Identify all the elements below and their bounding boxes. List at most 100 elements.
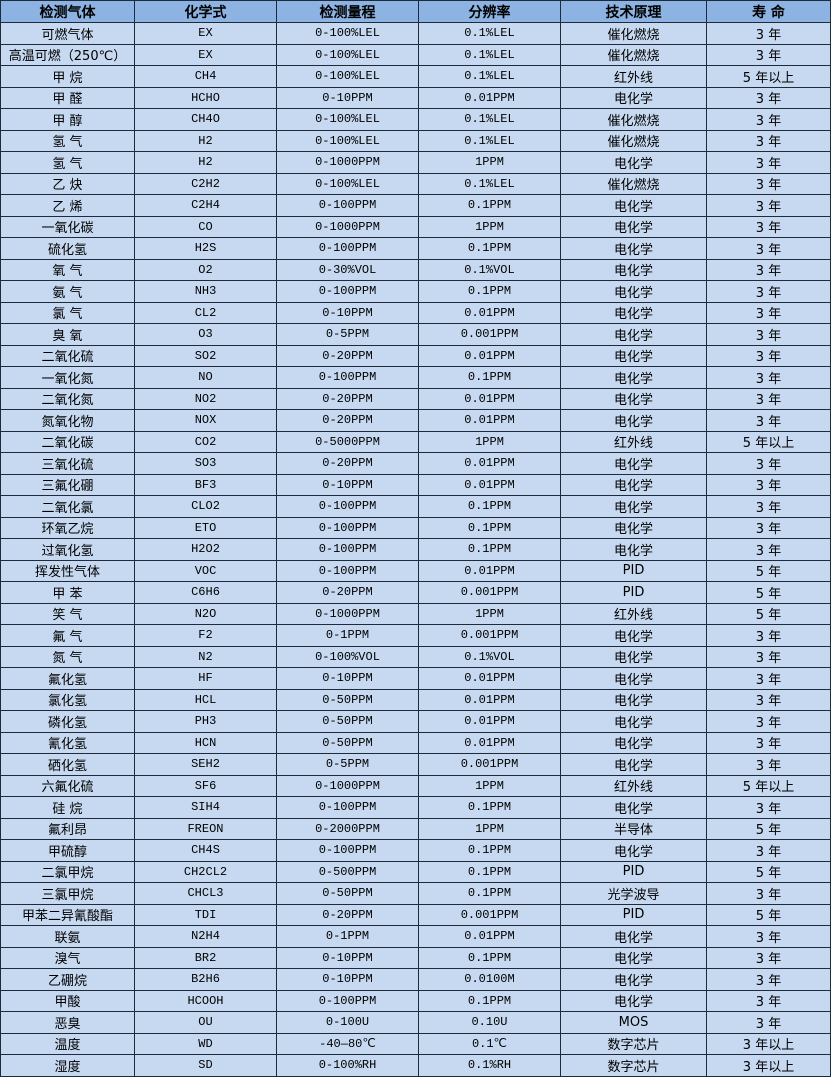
cell-technology: PID xyxy=(560,903,707,926)
cell-technology: 电化学 xyxy=(560,409,707,432)
cell-resolution: 0.001PPM xyxy=(418,624,561,647)
cell-detection-range: 0-20PPM xyxy=(276,409,419,432)
cell-chemical-formula: C2H2 xyxy=(134,172,277,195)
cell-technology: MOS xyxy=(560,1011,707,1034)
cell-gas-name: 过氧化氢 xyxy=(0,538,135,561)
cell-technology: 催化燃烧 xyxy=(560,22,707,45)
cell-lifespan: 3 年 xyxy=(706,645,831,668)
cell-detection-range: 0-10PPM xyxy=(276,667,419,690)
cell-detection-range: 0-2000PPM xyxy=(276,817,419,840)
table-row: 氧 气 O2 0-30%VOL 0.1%VOL 电化学 3 年 xyxy=(0,258,831,281)
cell-chemical-formula: O2 xyxy=(134,258,277,281)
cell-gas-name: 硅 烷 xyxy=(0,796,135,819)
cell-technology: PID xyxy=(560,581,707,604)
cell-detection-range: 0-100%LEL xyxy=(276,108,419,131)
column-header-technology: 技术原理 xyxy=(560,0,707,23)
cell-technology: 电化学 xyxy=(560,731,707,754)
cell-chemical-formula: EX xyxy=(134,22,277,45)
table-row: 氟利昂 FREON 0-2000PPM 1PPM 半导体 5 年 xyxy=(0,817,831,840)
cell-technology: 电化学 xyxy=(560,301,707,324)
cell-detection-range: 0-100PPM xyxy=(276,839,419,862)
table-row: 甲硫醇 CH4S 0-100PPM 0.1PPM 电化学 3 年 xyxy=(0,839,831,862)
cell-lifespan: 3 年 xyxy=(706,753,831,776)
cell-gas-name: 挥发性气体 xyxy=(0,559,135,582)
cell-lifespan: 5 年 xyxy=(706,903,831,926)
cell-detection-range: 0-20PPM xyxy=(276,581,419,604)
cell-lifespan: 3 年以上 xyxy=(706,1032,831,1055)
table-row: 甲苯二异氰酸酯 TDI 0-20PPM 0.001PPM PID 5 年 xyxy=(0,903,831,926)
cell-gas-name: 硒化氢 xyxy=(0,753,135,776)
cell-detection-range: 0-1000PPM xyxy=(276,774,419,797)
cell-detection-range: 0-20PPM xyxy=(276,452,419,475)
table-row: 恶臭 OU 0-100U 0.10U MOS 3 年 xyxy=(0,1011,831,1034)
cell-technology: 电化学 xyxy=(560,645,707,668)
cell-detection-range: 0-100%LEL xyxy=(276,172,419,195)
cell-lifespan: 5 年 xyxy=(706,581,831,604)
cell-lifespan: 3 年 xyxy=(706,1011,831,1034)
cell-gas-name: 二氧化硫 xyxy=(0,344,135,367)
cell-lifespan: 3 年 xyxy=(706,151,831,174)
cell-gas-name: 氯化氢 xyxy=(0,688,135,711)
table-row: 联氨 N2H4 0-1PPM 0.01PPM 电化学 3 年 xyxy=(0,925,831,948)
cell-lifespan: 3 年 xyxy=(706,624,831,647)
cell-lifespan: 3 年 xyxy=(706,667,831,690)
cell-technology: 电化学 xyxy=(560,839,707,862)
cell-gas-name: 甲硫醇 xyxy=(0,839,135,862)
cell-chemical-formula: CO xyxy=(134,215,277,238)
table-row: 氮氧化物 NOX 0-20PPM 0.01PPM 电化学 3 年 xyxy=(0,409,831,432)
cell-gas-name: 氮 气 xyxy=(0,645,135,668)
cell-gas-name: 氢 气 xyxy=(0,151,135,174)
cell-resolution: 0.01PPM xyxy=(418,344,561,367)
cell-detection-range: 0-50PPM xyxy=(276,710,419,733)
cell-chemical-formula: C6H6 xyxy=(134,581,277,604)
cell-resolution: 0.1PPM xyxy=(418,194,561,217)
table-row: 温度 WD -40—80℃ 0.1℃ 数字芯片 3 年以上 xyxy=(0,1032,831,1055)
cell-technology: 电化学 xyxy=(560,688,707,711)
cell-technology: PID xyxy=(560,860,707,883)
cell-gas-name: 可燃气体 xyxy=(0,22,135,45)
cell-chemical-formula: VOC xyxy=(134,559,277,582)
cell-resolution: 1PPM xyxy=(418,215,561,238)
cell-lifespan: 3 年 xyxy=(706,280,831,303)
cell-lifespan: 3 年 xyxy=(706,409,831,432)
cell-gas-name: 三氟化硼 xyxy=(0,473,135,496)
cell-gas-name: 甲 醛 xyxy=(0,86,135,109)
column-header-detection-range: 检测量程 xyxy=(276,0,419,23)
cell-technology: 电化学 xyxy=(560,237,707,260)
cell-lifespan: 3 年 xyxy=(706,473,831,496)
cell-technology: PID xyxy=(560,559,707,582)
cell-chemical-formula: SD xyxy=(134,1054,277,1077)
table-row: 六氟化硫 SF6 0-1000PPM 1PPM 红外线 5 年以上 xyxy=(0,774,831,797)
cell-resolution: 0.01PPM xyxy=(418,925,561,948)
table-row: 氮 气 N2 0-100%VOL 0.1%VOL 电化学 3 年 xyxy=(0,645,831,668)
cell-resolution: 1PPM xyxy=(418,774,561,797)
cell-gas-name: 二氧化氯 xyxy=(0,495,135,518)
cell-chemical-formula: FREON xyxy=(134,817,277,840)
table-row: 笑 气 N2O 0-1000PPM 1PPM 红外线 5 年 xyxy=(0,602,831,625)
cell-gas-name: 联氨 xyxy=(0,925,135,948)
cell-resolution: 0.1%VOL xyxy=(418,258,561,281)
cell-technology: 电化学 xyxy=(560,215,707,238)
cell-lifespan: 3 年 xyxy=(706,516,831,539)
cell-technology: 数字芯片 xyxy=(560,1032,707,1055)
cell-lifespan: 3 年 xyxy=(706,237,831,260)
cell-technology: 半导体 xyxy=(560,817,707,840)
table-row: 氯 气 CL2 0-10PPM 0.01PPM 电化学 3 年 xyxy=(0,301,831,324)
cell-lifespan: 3 年 xyxy=(706,301,831,324)
cell-lifespan: 5 年以上 xyxy=(706,774,831,797)
cell-chemical-formula: CH4 xyxy=(134,65,277,88)
table-row: 氢 气 H2 0-1000PPM 1PPM 电化学 3 年 xyxy=(0,151,831,174)
cell-chemical-formula: SO3 xyxy=(134,452,277,475)
table-row: 氟化氢 HF 0-10PPM 0.01PPM 电化学 3 年 xyxy=(0,667,831,690)
cell-technology: 红外线 xyxy=(560,65,707,88)
cell-technology: 红外线 xyxy=(560,774,707,797)
cell-lifespan: 3 年 xyxy=(706,710,831,733)
table-row: 二氯甲烷 CH2CL2 0-500PPM 0.1PPM PID 5 年 xyxy=(0,860,831,883)
cell-gas-name: 温度 xyxy=(0,1032,135,1055)
cell-detection-range: 0-100PPM xyxy=(276,989,419,1012)
cell-chemical-formula: HCL xyxy=(134,688,277,711)
cell-detection-range: 0-100PPM xyxy=(276,237,419,260)
cell-resolution: 0.10U xyxy=(418,1011,561,1034)
cell-resolution: 0.1%VOL xyxy=(418,645,561,668)
